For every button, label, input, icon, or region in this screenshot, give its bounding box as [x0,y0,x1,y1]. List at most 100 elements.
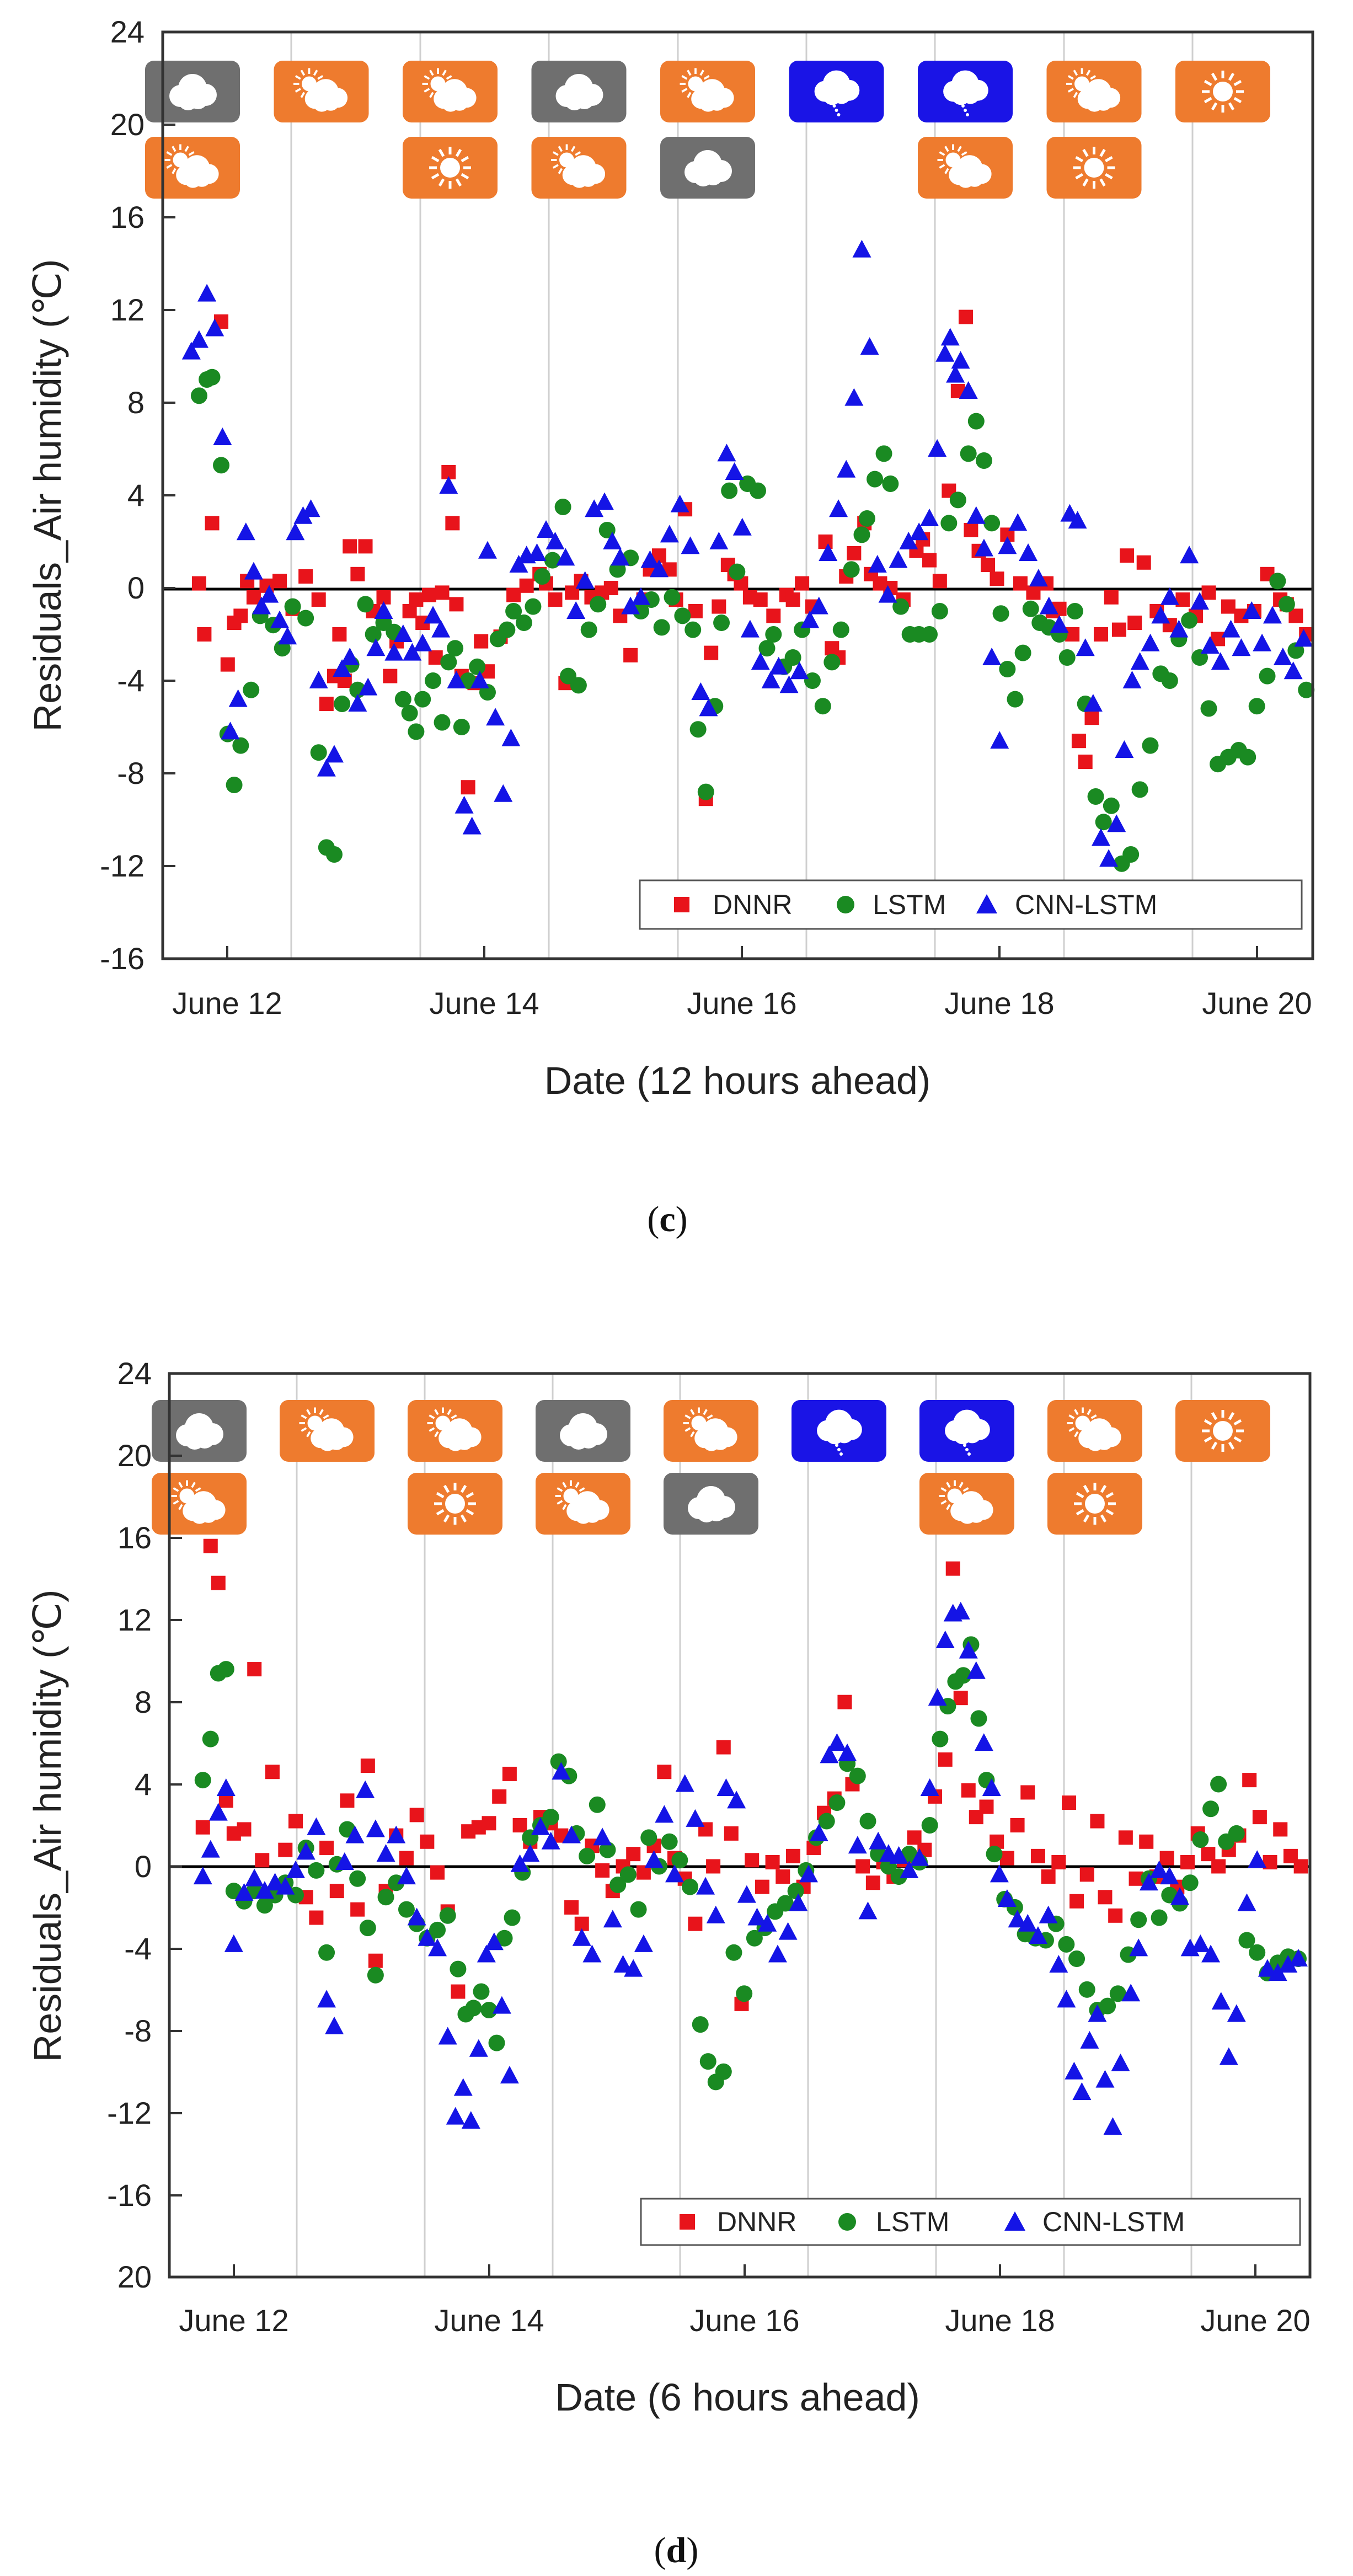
panel-c-chart: 24 20 16 12 8 4 0 -4 -8 -12 -16 June 12 … [26,14,1315,1239]
lstm-point [579,1847,596,1864]
cnn-lstm-point [1227,2004,1246,2022]
lstm-point [570,677,587,694]
rain-weather-icon [792,1400,886,1462]
dnnr-point [1127,616,1142,630]
dnnr-point [445,516,460,531]
lstm-point [1022,600,1039,617]
rain-weather-icon [919,1400,1014,1462]
dnnr-point [1090,1814,1105,1829]
cnn-lstm-point [234,1883,254,1901]
lstm-point [488,2034,505,2051]
cloud-glyph [562,155,606,188]
cloud-glyph [694,1418,737,1451]
lstm-point [983,515,1001,532]
cnn-lstm-point [920,509,939,526]
lstm-point [882,475,899,492]
cnn-lstm-point [301,499,320,517]
cnn-lstm-point [613,1955,633,1973]
dnnr-point [907,1830,922,1845]
lstm-point [746,1930,763,1947]
cnn-lstm-point [296,1842,315,1860]
panel-c-caption: (c) [647,1199,687,1239]
dnnr-point [1051,1855,1066,1870]
cnn-lstm-point [631,587,650,605]
lstm-point [777,1895,794,1912]
dnnr-point [1252,1810,1267,1825]
cnn-lstm-point [1088,2004,1107,2022]
cnn-lstm-point [1263,606,1282,624]
cnn-lstm-point [827,1733,847,1751]
panel-d-ytick: 4 [135,1767,152,1802]
legend-lstm-label: LSTM [873,889,946,920]
lstm-point [505,603,522,619]
cnn-lstm-point [1232,638,1251,656]
cnn-lstm-point [454,795,474,814]
dnnr-point [1136,555,1151,570]
sun-glyph [1074,1483,1116,1525]
dnnr-point [712,599,726,614]
dnnr-point [979,1799,994,1814]
dnnr-point [474,634,489,649]
cnn-lstm-point [494,784,513,802]
cnn-lstm-point [699,698,718,717]
cnn-lstm-point [1019,543,1038,561]
panel-c-ytick: -12 [100,848,145,883]
cnn-lstm-point [761,671,780,688]
dnnr-point [358,539,373,554]
cnn-lstm-point [747,1907,767,1926]
dnnr-point [1118,1830,1133,1845]
cnn-lstm-point [696,1877,715,1895]
lstm-point [459,672,477,689]
lstm-point [765,626,782,643]
cnn-lstm-point [333,659,352,677]
lstm-point [1066,603,1083,619]
cnn-lstm-point [655,1805,674,1823]
lstm-point [970,1710,987,1727]
cnn-lstm-point [640,550,660,568]
cnn-lstm-point [644,1850,664,1868]
cnn-lstm-point [1076,638,1095,656]
lstm-point [1269,573,1286,590]
lstm-point [787,1883,804,1900]
lstm-point [394,691,411,708]
panel-d-ytick: 20 [117,2259,152,2294]
cnn-lstm-point [566,601,586,619]
panel-d-ytick: -16 [107,2178,152,2212]
lstm-point [308,1862,325,1879]
panel-c-xtick: June 18 [944,986,1054,1020]
cnn-lstm-point [1211,1992,1231,2010]
lstm-point [1131,781,1148,798]
lstm-point [408,723,425,740]
cloudy-weather-icon [660,137,755,199]
dnnr-point [1010,1818,1025,1832]
series-cnn-lstm [181,239,1313,867]
dnnr-point [755,1879,769,1894]
cnn-lstm-point [228,689,248,707]
dnnr-point [1079,1867,1094,1882]
cnn-lstm-point [1279,1955,1298,1973]
cnn-lstm-point [307,1817,326,1835]
dnnr-point [233,608,248,623]
sunny-weather-icon [1047,1473,1142,1535]
lstm-point [804,672,821,689]
lstm-point [1058,1936,1075,1953]
dnnr-point [350,566,365,581]
lstm-point [721,482,738,499]
lstm-point [243,681,260,698]
cnn-lstm-point [758,1914,777,1932]
lstm-point [828,1794,846,1811]
cnn-lstm-point [621,596,640,614]
partly-cloudy-weather-icon [536,1473,630,1535]
dnnr-point [922,553,937,568]
lstm-point [429,1921,446,1938]
cnn-lstm-point [1160,1867,1179,1885]
lstm-point [1181,612,1198,629]
lstm-point [992,605,1009,622]
lstm-point [867,471,884,488]
dnnr-point [1093,627,1108,642]
lstm-point [1278,596,1295,613]
partly-cloudy-weather-icon [280,1400,375,1462]
panel-d-xtick: June 18 [945,2303,1055,2338]
cnn-lstm-point [974,1733,993,1751]
